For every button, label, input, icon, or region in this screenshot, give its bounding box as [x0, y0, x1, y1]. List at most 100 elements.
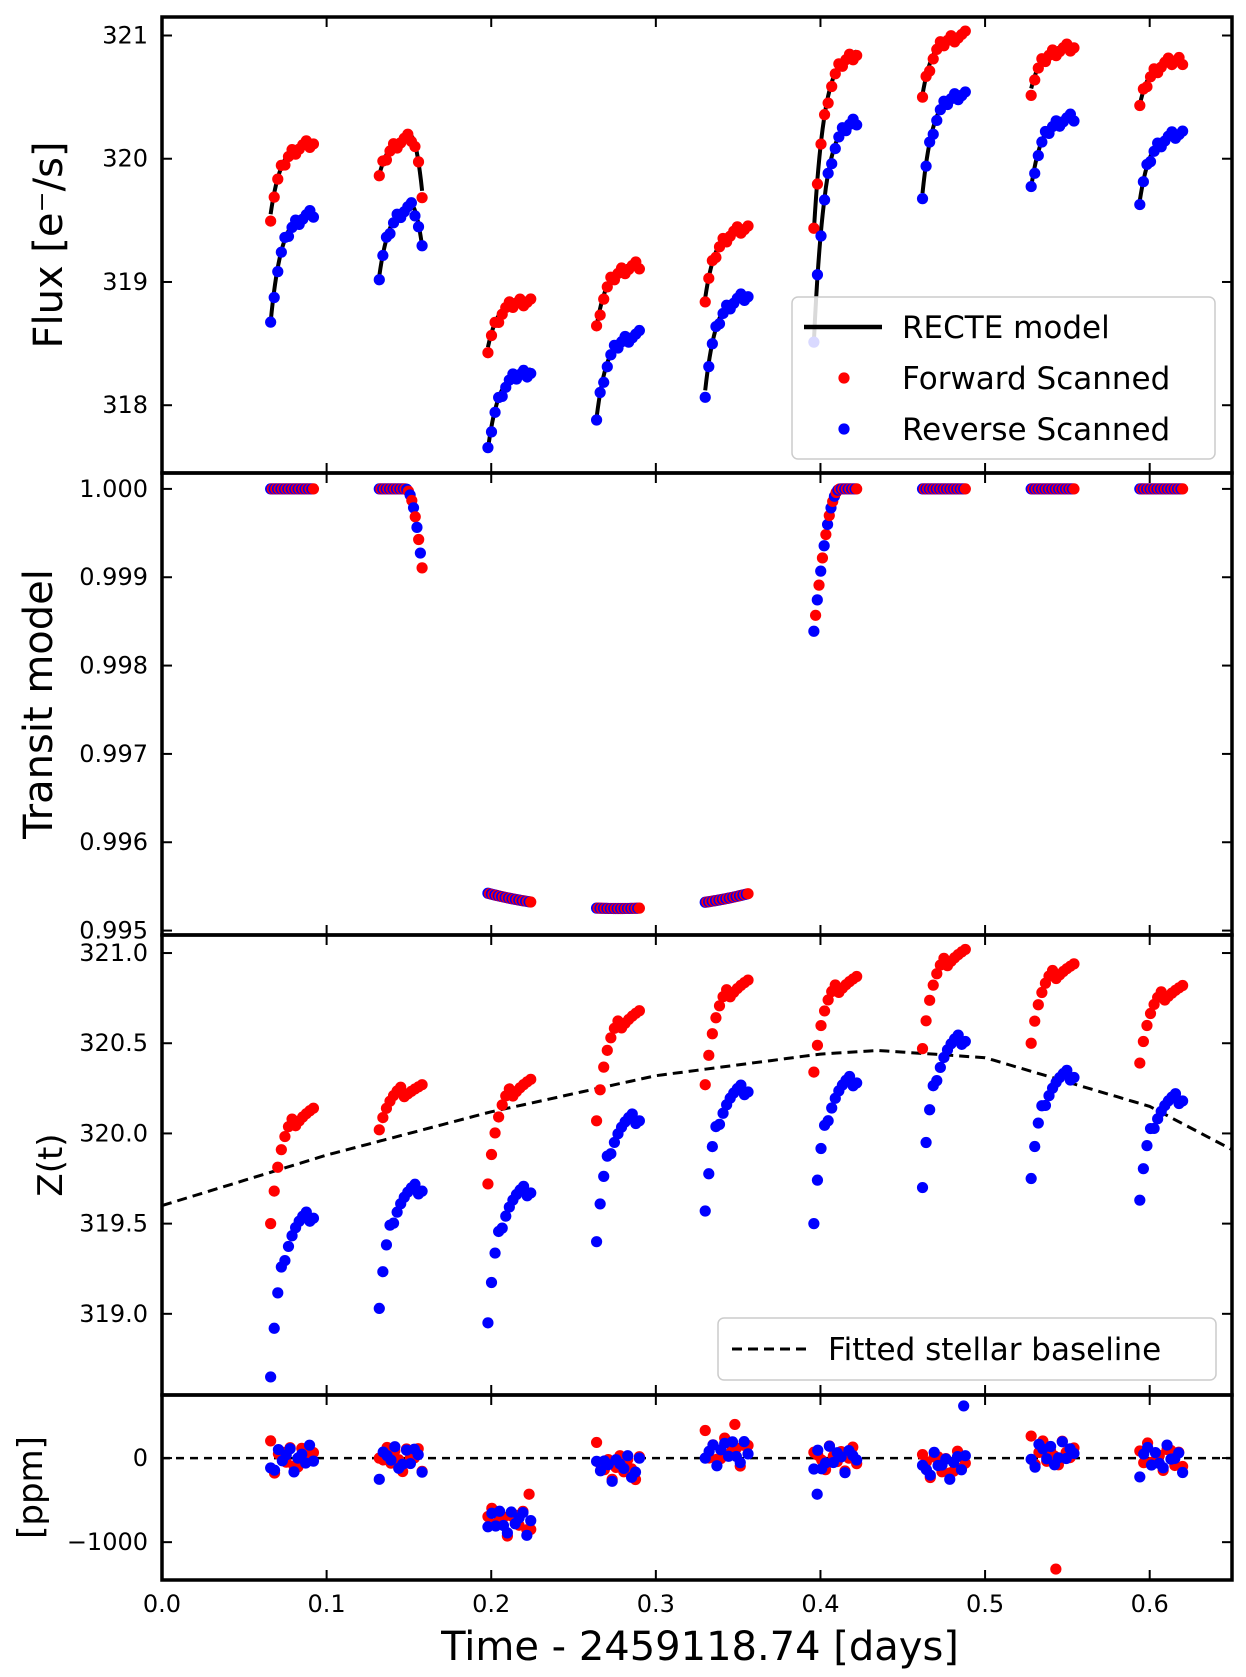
forward-point	[710, 1012, 722, 1024]
forward-point	[409, 140, 421, 153]
reverse-point	[717, 1107, 729, 1119]
reverse-point	[391, 1206, 403, 1218]
forward-point	[605, 1032, 617, 1044]
forward-point	[1134, 1057, 1146, 1069]
reverse-residual	[629, 1466, 642, 1478]
reverse-point	[279, 1254, 291, 1267]
reverse-residual	[517, 1507, 529, 1519]
reverse-residual	[1177, 1466, 1189, 1479]
reverse-point	[735, 1079, 747, 1091]
reverse-point	[525, 367, 537, 380]
forward-point	[818, 109, 831, 121]
reverse-point	[826, 1102, 838, 1114]
reverse-point	[1029, 1140, 1041, 1153]
legend-reverse-swatch	[838, 423, 850, 435]
reverse-point	[590, 1236, 603, 1248]
reverse-residual	[296, 1448, 308, 1460]
forward-point	[851, 49, 863, 62]
reverse-point	[916, 193, 929, 205]
reverse-point	[598, 376, 610, 388]
reverse-point	[405, 197, 417, 209]
reverse-point	[1061, 1064, 1073, 1076]
forward-point	[307, 138, 320, 150]
panel-systematics: 319.0 319.5 320.0 320.5 321.0 Z(t) Fitted stel…	[31, 933, 1234, 1397]
forward-point	[493, 1111, 505, 1123]
legend-entry: Fitted stellar baseline	[828, 1332, 1161, 1368]
reverse-point	[605, 349, 617, 361]
forward-point	[485, 329, 498, 342]
baseline-legend: Fitted stellar baseline	[717, 1317, 1217, 1381]
reverse-residual	[412, 1449, 424, 1461]
legend-forward-swatch	[838, 372, 850, 384]
forward-point	[377, 1112, 389, 1124]
forward-point	[1177, 58, 1189, 71]
forward-point	[1144, 1007, 1157, 1020]
forward-point	[916, 91, 929, 103]
reverse-residual	[928, 1446, 940, 1458]
reverse-point	[931, 1075, 943, 1087]
forward-point	[808, 222, 820, 234]
forward-point	[268, 1185, 280, 1197]
reverse-point	[703, 361, 715, 373]
forward-point	[1068, 958, 1080, 970]
forward-point	[924, 994, 936, 1006]
reverse-point	[608, 1136, 621, 1149]
reverse-point	[742, 1086, 754, 1098]
forward-point	[924, 65, 936, 77]
forward-point	[808, 1066, 820, 1078]
reverse-point	[713, 1118, 726, 1130]
reverse-point	[815, 230, 827, 242]
reverse-residual	[1041, 1453, 1053, 1465]
reverse-residual	[959, 1450, 971, 1462]
forward-point	[818, 1005, 831, 1017]
outlier-residual	[729, 1418, 741, 1431]
legend-box	[791, 296, 1216, 460]
reverse-point	[1032, 149, 1044, 162]
forward-point	[927, 979, 939, 991]
reverse-point	[307, 1212, 320, 1224]
reverse-point	[699, 1205, 711, 1217]
reverse-point	[851, 1077, 863, 1089]
reverse-point	[713, 318, 726, 330]
forward-point	[633, 902, 645, 914]
y-tick-label: 318	[102, 391, 148, 419]
forward-point	[373, 170, 385, 182]
y-tick-label: 321.0	[79, 939, 148, 967]
reverse-point	[1134, 198, 1146, 211]
x-axis-label: Time - 2459118.74 [days]	[440, 1624, 959, 1670]
forward-point	[482, 347, 494, 359]
forward-point	[959, 943, 971, 956]
reverse-residual	[955, 1464, 968, 1476]
forward-point	[816, 552, 829, 564]
forward-point	[822, 994, 834, 1006]
reverse-point	[1137, 176, 1149, 188]
forward-point	[525, 293, 537, 305]
forward-point	[813, 579, 825, 591]
reverse-point	[815, 1142, 827, 1155]
reverse-residual	[373, 1473, 385, 1485]
forward-point	[851, 970, 863, 983]
reverse-point	[811, 594, 823, 606]
outlier-residual	[811, 1488, 823, 1500]
forward-point	[826, 80, 838, 93]
reverse-point	[496, 390, 508, 402]
reverse-point	[927, 128, 939, 140]
forward-point	[1036, 986, 1048, 999]
forward-point	[272, 173, 284, 185]
reverse-point	[1036, 136, 1048, 148]
forward-point	[809, 609, 822, 621]
reverse-point	[742, 291, 754, 303]
reverse-point	[409, 210, 421, 222]
reverse-point	[268, 1322, 280, 1334]
reverse-point	[272, 266, 284, 278]
reverse-point	[601, 361, 613, 373]
forward-point	[265, 215, 277, 227]
reverse-point	[934, 1061, 946, 1074]
reverse-point	[1134, 1194, 1146, 1206]
forward-point	[706, 1028, 718, 1040]
reverse-point	[412, 221, 425, 233]
reverse-point	[1177, 125, 1189, 137]
outlier-residual	[958, 1400, 970, 1412]
reverse-point	[377, 249, 389, 262]
forward-point	[268, 191, 280, 203]
